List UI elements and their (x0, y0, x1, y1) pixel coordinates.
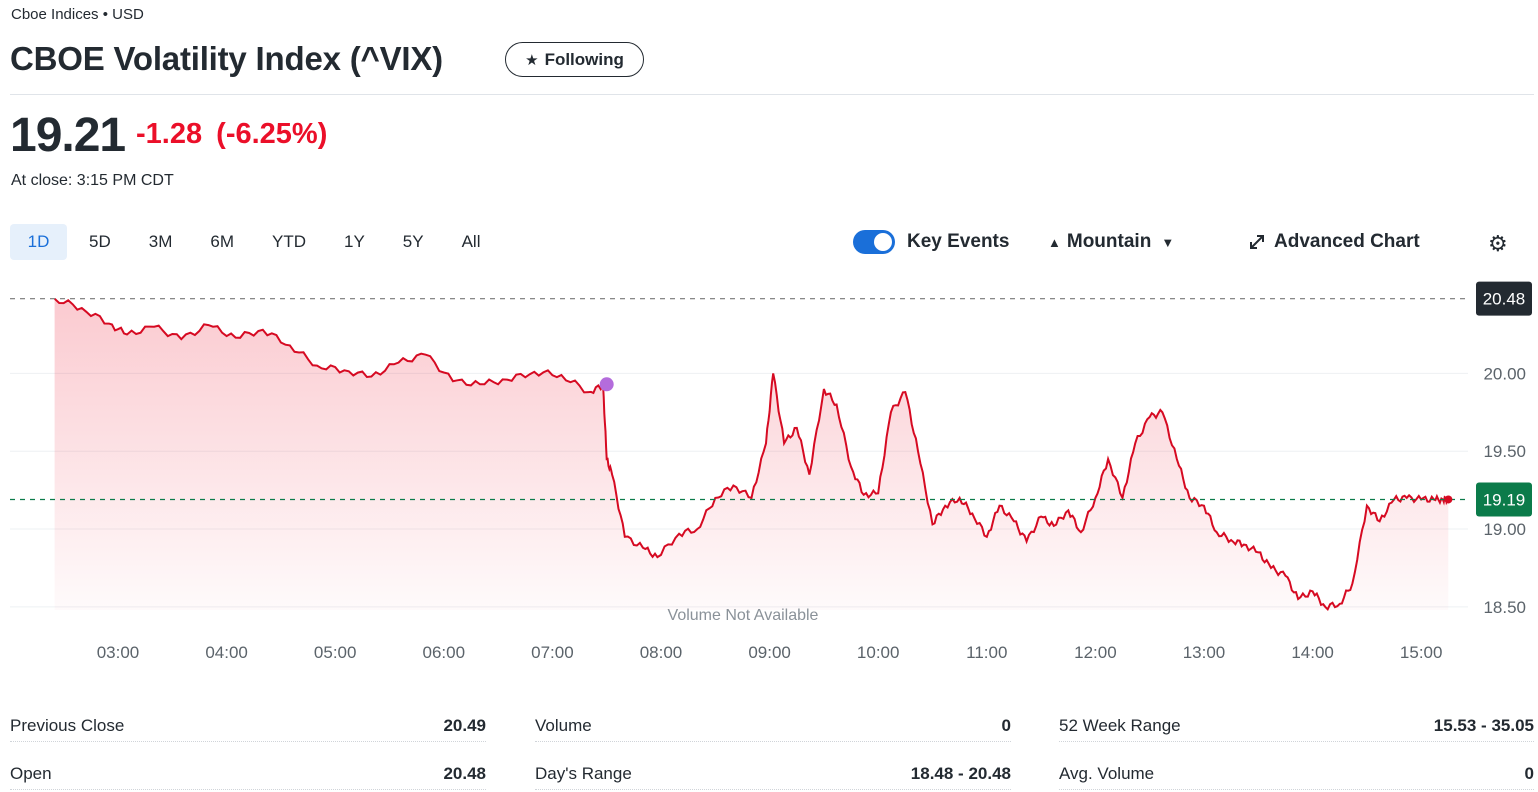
stat-avg-volume: Avg. Volume 0 (1059, 758, 1534, 790)
stat-open: Open 20.48 (10, 758, 486, 790)
key-events-control[interactable]: Key Events (853, 230, 1009, 254)
current-price: 19.21 (10, 109, 126, 162)
range-tabs: 1D 5D 3M 6M YTD 1Y 5Y All (10, 224, 502, 260)
stat-label: Day's Range (535, 763, 632, 783)
chart-type-dropdown[interactable]: ▲ Mountain ▼ (1048, 231, 1174, 253)
current-price-badge: 19.19 (1476, 482, 1532, 517)
expand-icon (1250, 235, 1264, 249)
stat-value: 20.48 (443, 763, 486, 783)
stat-label: Open (10, 763, 52, 783)
chart-type-label: Mountain (1066, 231, 1152, 252)
x-tick-label: 11:00 (966, 643, 1007, 662)
key-event-marker[interactable] (599, 377, 614, 392)
toggle-knob (874, 233, 892, 251)
previous-close-label: 20.48 (1483, 290, 1526, 309)
change-value: -1.28 (136, 118, 203, 150)
y-tick-label: 19.00 (1483, 520, 1526, 539)
range-tab-3m[interactable]: 3M (148, 232, 173, 251)
y-tick-label: 18.50 (1483, 598, 1526, 617)
key-events-label: Key Events (907, 231, 1010, 252)
range-tab-1d[interactable]: 1D (10, 224, 67, 260)
chart-area-fill (54, 298, 1449, 610)
range-tab-5y[interactable]: 5Y (402, 232, 424, 251)
current-point-marker (1444, 495, 1453, 504)
following-label: Following (544, 49, 624, 69)
current-price-label: 19.19 (1483, 490, 1526, 509)
star-icon: ★ (525, 51, 539, 69)
range-tab-6m[interactable]: 6M (210, 232, 234, 251)
change-percent: (-6.25%) (216, 118, 328, 150)
x-tick-label: 09:00 (748, 643, 791, 662)
stat-volume: Volume 0 (535, 710, 1011, 742)
x-tick-label: 06:00 (423, 643, 466, 662)
y-tick-label: 19.50 (1483, 442, 1526, 461)
x-tick-label: 12:00 (1074, 643, 1117, 662)
range-tab-1y[interactable]: 1Y (343, 232, 365, 251)
stat-days-range: Day's Range 18.48 - 20.48 (535, 758, 1011, 790)
page-title: CBOE Volatility Index (^VIX) (10, 40, 443, 77)
range-tab-ytd[interactable]: YTD (271, 232, 306, 251)
stat-52-week-range: 52 Week Range 15.53 - 35.05 (1059, 710, 1534, 742)
stat-label: Volume (535, 715, 592, 735)
range-tab-all[interactable]: All (461, 232, 481, 251)
x-tick-label: 08:00 (640, 643, 683, 662)
x-tick-label: 04:00 (205, 643, 248, 662)
y-axis: 20.00 19.50 19.00 18.50 (1483, 364, 1526, 616)
stat-value: 20.49 (443, 715, 486, 735)
price-chart[interactable]: 20.00 19.50 19.00 18.50 03:00 04:00 05:00 06:0… (0, 270, 1538, 670)
previous-close-badge: 20.48 (1476, 281, 1532, 316)
stat-value: 15.53 - 35.05 (1433, 715, 1534, 735)
mountain-icon: ▲ (1048, 234, 1061, 250)
stat-previous-close: Previous Close 20.49 (10, 710, 486, 742)
key-events-toggle[interactable] (853, 230, 895, 254)
chart-price-line (53, 297, 1450, 612)
following-button[interactable]: ★ Following (505, 42, 644, 77)
x-axis: 03:00 04:00 05:00 06:00 07:00 08:00 09:00 10:00… (97, 643, 1443, 662)
advanced-chart-label: Advanced Chart (1274, 231, 1420, 252)
exchange-label: Cboe Indices • USD (11, 6, 144, 23)
x-tick-label: 03:00 (97, 643, 140, 662)
stat-value: 18.48 - 20.48 (910, 763, 1011, 783)
close-time: At close: 3:15 PM CDT (11, 172, 174, 189)
x-tick-label: 14:00 (1291, 643, 1334, 662)
stat-value: 0 (1524, 763, 1534, 783)
stat-label: 52 Week Range (1059, 715, 1181, 735)
x-tick-label: 05:00 (314, 643, 357, 662)
x-tick-label: 07:00 (531, 643, 574, 662)
chevron-down-icon: ▼ (1161, 234, 1175, 250)
stat-label: Previous Close (10, 715, 125, 735)
advanced-chart-button[interactable]: Advanced Chart (1248, 231, 1420, 253)
y-tick-label: 20.00 (1483, 364, 1526, 383)
x-tick-label: 15:00 (1400, 643, 1443, 662)
price-change: -1.28 (-6.25%) (136, 118, 327, 151)
volume-note: Volume Not Available (668, 607, 819, 624)
x-tick-label: 13:00 (1183, 643, 1226, 662)
header-divider (10, 94, 1534, 95)
range-tab-5d[interactable]: 5D (89, 232, 111, 251)
x-tick-label: 10:00 (857, 643, 900, 662)
stat-label: Avg. Volume (1059, 763, 1155, 783)
stat-value: 0 (1001, 715, 1011, 735)
gear-icon[interactable]: ⚙ (1488, 231, 1508, 256)
